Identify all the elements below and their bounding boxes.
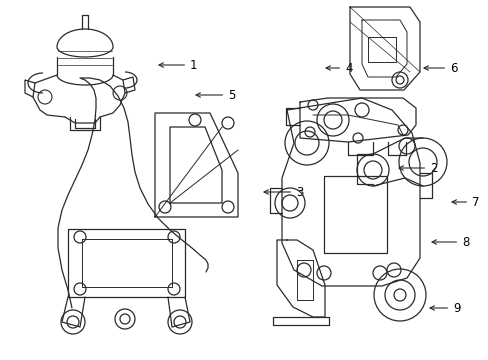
Text: 5: 5 (196, 89, 235, 102)
Text: 3: 3 (264, 185, 303, 198)
Text: 4: 4 (325, 62, 352, 75)
Text: 9: 9 (429, 302, 460, 315)
Text: 1: 1 (159, 59, 197, 72)
Text: 7: 7 (451, 195, 479, 208)
Text: 6: 6 (423, 62, 457, 75)
Text: 2: 2 (398, 162, 437, 175)
Text: 8: 8 (431, 235, 468, 248)
